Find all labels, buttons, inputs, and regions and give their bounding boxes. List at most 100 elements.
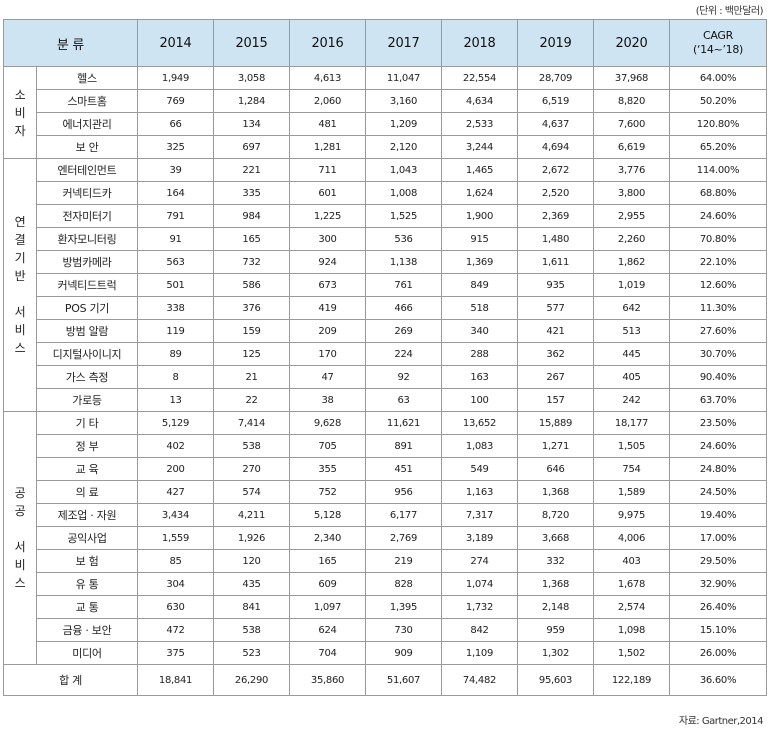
value-cell: 1,008: [365, 181, 442, 205]
value-cell: 4,211: [213, 503, 290, 527]
row-label: 제조업 · 자원: [36, 503, 138, 527]
value-cell: 1,302: [517, 641, 594, 665]
table-row: 교 육 200 270 355 451 549 646 754 24.80%: [4, 457, 767, 481]
group-label-char: 스: [14, 576, 26, 590]
cagr-cell: 11.30%: [669, 296, 767, 320]
value-cell: 472: [137, 618, 214, 642]
value-cell: 624: [289, 618, 366, 642]
table-row: 정 부 402 538 705 891 1,083 1,271 1,505 24.60%: [4, 434, 767, 458]
value-cell: 501: [137, 273, 214, 297]
value-cell: 1,900: [441, 204, 518, 228]
value-cell: 2,672: [517, 158, 594, 182]
value-cell: 536: [365, 227, 442, 251]
value-cell: 2,955: [593, 204, 670, 228]
value-cell: 170: [289, 342, 366, 366]
cagr-cell: 65.20%: [669, 135, 767, 159]
value-cell: 704: [289, 641, 366, 665]
value-cell: 288: [441, 342, 518, 366]
value-cell: 5,129: [137, 411, 214, 435]
value-cell: 3,800: [593, 181, 670, 205]
group-label-char: 비: [14, 105, 26, 120]
value-cell: 609: [289, 572, 366, 596]
value-cell: 2,060: [289, 89, 366, 113]
row-label: 스마트홈: [36, 89, 138, 113]
row-label: 가스 측정: [36, 365, 138, 389]
value-cell: 642: [593, 296, 670, 320]
row-label: 전자미터기: [36, 204, 138, 228]
value-cell: 11,047: [365, 66, 442, 90]
total-row: 합 계 18,841 26,290 35,860 51,607 74,482 95,603 1…: [3, 664, 767, 696]
value-cell: 5,128: [289, 503, 366, 527]
value-cell: 1,271: [517, 434, 594, 458]
value-cell: 3,244: [441, 135, 518, 159]
value-cell: 7,600: [593, 112, 670, 136]
total-value-cell: 35,860: [289, 664, 366, 696]
row-label: 커넥티드트럭: [36, 273, 138, 297]
cagr-cell: 15.10%: [669, 618, 767, 642]
table-row: 방범카메라 563 732 924 1,138 1,369 1,611 1,862 22.10%: [4, 250, 767, 274]
row-label: 유 통: [36, 572, 138, 596]
value-cell: 732: [213, 250, 290, 274]
total-value-cell: 26,290: [213, 664, 290, 696]
value-cell: 332: [517, 549, 594, 573]
value-cell: 4,694: [517, 135, 594, 159]
value-cell: 8,720: [517, 503, 594, 527]
value-cell: 1,624: [441, 181, 518, 205]
value-cell: 304: [137, 572, 214, 596]
table-row: 스마트홈 769 1,284 2,060 3,160 4,634 6,519 8,820 50.…: [4, 89, 767, 113]
value-cell: 219: [365, 549, 442, 573]
group-label-char: [5, 520, 36, 538]
table-row: 교 통 630 841 1,097 1,395 1,732 2,148 2,574 26.40%: [4, 595, 767, 619]
group-label-char: 비: [14, 558, 26, 572]
value-cell: 427: [137, 480, 214, 504]
value-cell: 270: [213, 457, 290, 481]
row-label: 보 험: [36, 549, 138, 573]
value-cell: 4,613: [289, 66, 366, 90]
value-cell: 3,776: [593, 158, 670, 182]
value-cell: 1,284: [213, 89, 290, 113]
value-cell: 574: [213, 480, 290, 504]
value-cell: 2,340: [289, 526, 366, 550]
value-cell: 538: [213, 618, 290, 642]
value-cell: 1,109: [441, 641, 518, 665]
value-cell: 376: [213, 296, 290, 320]
value-cell: 9,628: [289, 411, 366, 435]
value-cell: 1,163: [441, 480, 518, 504]
value-cell: 267: [517, 365, 594, 389]
table-row: 유 통 304 435 609 828 1,074 1,368 1,678 32.90%: [4, 572, 767, 596]
table-row: 가스 측정 8 21 47 92 163 267 405 90.40%: [4, 365, 767, 389]
value-cell: 4,637: [517, 112, 594, 136]
header-year: 2016: [289, 19, 366, 67]
cagr-cell: 90.40%: [669, 365, 767, 389]
table-row: 금융 · 보안 472 538 624 730 842 959 1,098 15.10%: [4, 618, 767, 642]
row-label: 커넥티드카: [36, 181, 138, 205]
value-cell: 518: [441, 296, 518, 320]
cagr-cell: 19.40%: [669, 503, 767, 527]
group-label-char: 연: [14, 215, 26, 229]
row-label: 미디어: [36, 641, 138, 665]
cagr-cell: 22.10%: [669, 250, 767, 274]
table-row: 미디어 375 523 704 909 1,109 1,302 1,502 26.00%: [4, 641, 767, 665]
cagr-cell: 24.50%: [669, 480, 767, 504]
value-cell: 481: [289, 112, 366, 136]
header-year: 2017: [365, 19, 442, 67]
cagr-cell: 17.00%: [669, 526, 767, 550]
value-cell: 1,368: [517, 572, 594, 596]
value-cell: 891: [365, 434, 442, 458]
row-label: 방범 알람: [36, 319, 138, 343]
value-cell: 421: [517, 319, 594, 343]
group-label-char: 반: [14, 269, 26, 283]
total-value-cell: 74,482: [441, 664, 518, 696]
value-cell: 22,554: [441, 66, 518, 90]
value-cell: 21: [213, 365, 290, 389]
value-cell: 842: [441, 618, 518, 642]
value-cell: 11,621: [365, 411, 442, 435]
cagr-cell: 50.20%: [669, 89, 767, 113]
value-cell: 2,533: [441, 112, 518, 136]
value-cell: 3,189: [441, 526, 518, 550]
value-cell: 924: [289, 250, 366, 274]
value-cell: 405: [593, 365, 670, 389]
